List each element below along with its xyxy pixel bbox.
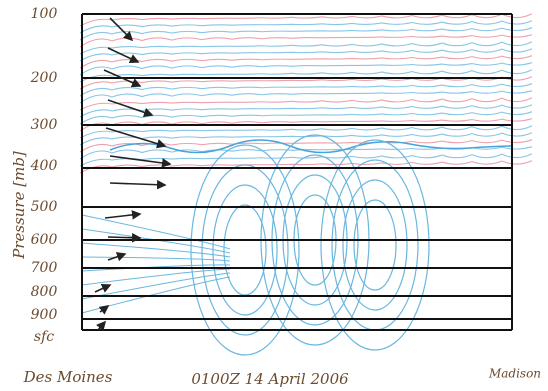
wind-arrow [108,237,140,238]
level-label: 200 [30,70,58,86]
level-label: 900 [31,307,58,323]
right-station: Madison [488,367,541,381]
title: 0100Z 14 April 2006 [191,370,349,388]
level-label: sfc [34,329,54,345]
cross-section-sketch: 100 200 300 400 500 600 700 800 900 sfc Pressure … [0,0,548,391]
level-label: 400 [30,158,58,174]
y-axis-label: Pressure [mb] [10,151,28,260]
level-label: 100 [31,6,58,22]
level-label: 800 [31,284,58,300]
level-label: 700 [31,260,58,276]
left-station: Des Moines [23,368,113,386]
level-label: 600 [31,232,58,248]
level-label: 300 [31,117,58,133]
level-label: 500 [31,199,58,215]
